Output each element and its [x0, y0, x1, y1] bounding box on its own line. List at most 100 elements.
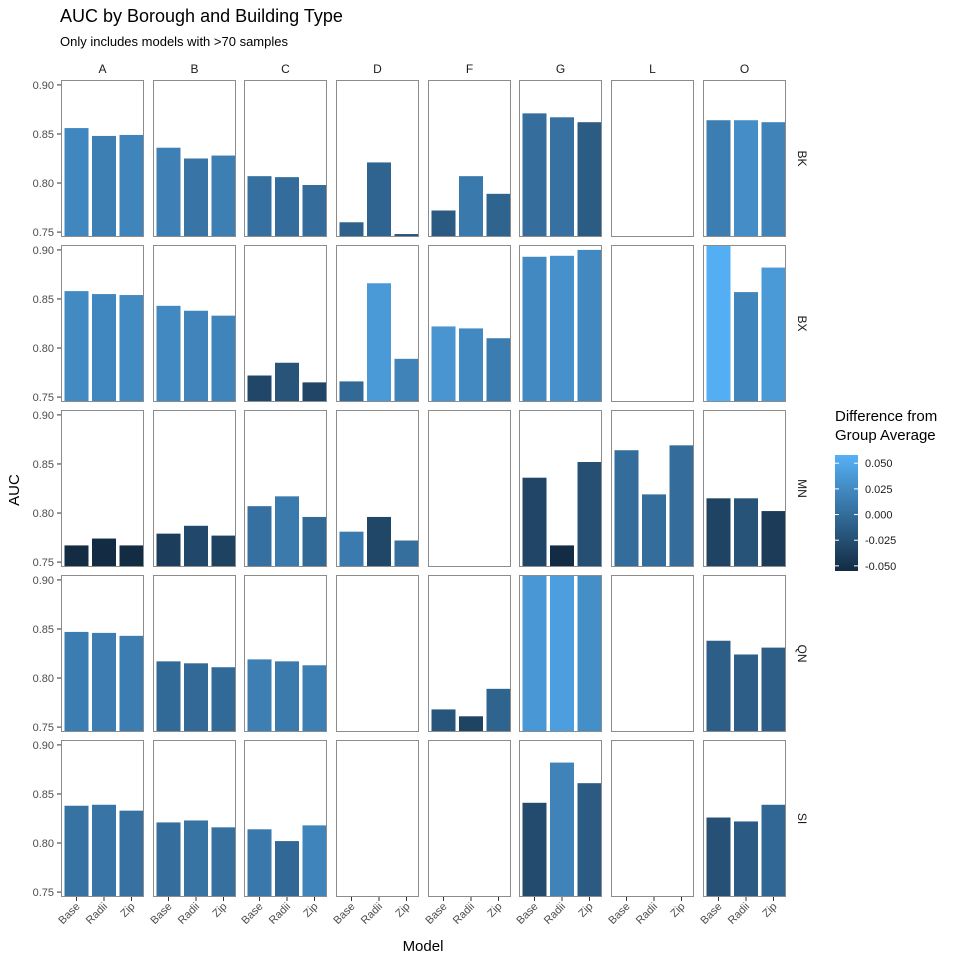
bar-radii	[184, 663, 208, 732]
panel-si-d	[336, 740, 419, 897]
panel-border	[519, 410, 602, 567]
panel-bx-g	[519, 245, 602, 402]
panel-bx-a	[61, 245, 144, 402]
panel-background	[611, 575, 694, 732]
panel-si-l	[611, 740, 694, 897]
bar-zip	[119, 545, 144, 567]
bar-zip	[394, 540, 419, 567]
panel-bk-d	[336, 80, 419, 237]
panel-si-a	[61, 740, 144, 897]
x-tick-label-zip: Zip	[393, 901, 412, 920]
y-tick-label: 0.80	[33, 838, 54, 850]
panel-border	[519, 80, 602, 237]
panel-border	[428, 80, 511, 237]
panel-si-b	[153, 740, 236, 897]
panel-bx-d	[336, 245, 419, 402]
y-tick-label: 0.80	[33, 673, 54, 685]
panel-bx-f	[428, 245, 511, 402]
y-tick-label: 0.85	[33, 789, 54, 801]
x-tick-label-radii: Radii	[726, 901, 752, 927]
legend-tick-label: -0.050	[865, 561, 896, 573]
x-tick-label-zip: Zip	[118, 901, 137, 920]
panel-border	[61, 245, 144, 402]
bar-radii	[459, 176, 483, 237]
row-strip-label-bx: BX	[795, 315, 809, 331]
panel-bk-o	[703, 80, 786, 237]
x-tick-label-radii: Radii	[451, 901, 477, 927]
bar-base	[706, 817, 731, 897]
bar-zip	[761, 647, 786, 732]
column-strip-label-l: L	[649, 62, 656, 76]
bar-zip	[486, 193, 511, 237]
panel-qn-c	[244, 575, 327, 732]
bar-radii	[184, 310, 208, 402]
x-tick-label-base: Base	[148, 901, 174, 927]
y-axis-title: AUC	[6, 474, 23, 506]
bar-radii	[275, 177, 299, 237]
panel-background	[428, 740, 511, 897]
panel-bx-o	[703, 245, 786, 402]
bar-radii	[184, 158, 208, 237]
legend-title-line-2: Group Average	[835, 427, 936, 444]
y-tick-label: 0.75	[33, 557, 54, 569]
bar-zip	[761, 511, 786, 567]
row-strip-label-qn: QN	[795, 645, 809, 663]
panel-border	[703, 575, 786, 732]
y-tick-label: 0.90	[33, 245, 54, 257]
bar-radii	[459, 716, 483, 732]
legend-tick-label: -0.025	[865, 535, 896, 547]
bar-zip	[577, 249, 602, 402]
panel-mn-g	[519, 410, 602, 567]
x-tick-label-base: Base	[239, 901, 265, 927]
column-strip-label-c: C	[281, 62, 290, 76]
bar-base	[522, 113, 547, 237]
panel-si-c	[244, 740, 327, 897]
legend-color-bar	[835, 455, 858, 571]
bar-base	[156, 661, 181, 732]
bar-radii	[184, 525, 208, 567]
y-tick-label: 0.85	[33, 294, 54, 306]
panel-background	[336, 575, 419, 732]
bar-base	[247, 176, 272, 237]
panel-background	[611, 740, 694, 897]
bar-zip	[577, 783, 602, 897]
panel-mn-c	[244, 410, 327, 567]
bar-zip	[302, 382, 327, 402]
panel-si-f	[428, 740, 511, 897]
bar-zip	[761, 804, 786, 897]
panel-border	[61, 80, 144, 237]
bar-base	[706, 245, 731, 402]
panel-border	[244, 575, 327, 732]
bar-base	[339, 381, 364, 402]
bar-radii	[184, 820, 208, 897]
panel-background	[611, 80, 694, 237]
bar-zip	[211, 155, 236, 237]
legend: Difference from Group Average 0.050 0.025…	[835, 408, 937, 573]
bar-zip	[119, 810, 144, 897]
bar-radii	[275, 841, 299, 897]
y-tick-label: 0.85	[33, 624, 54, 636]
bar-zip	[302, 665, 327, 732]
panel-border	[61, 740, 144, 897]
panel-bx-c	[244, 245, 327, 402]
panel-border	[244, 740, 327, 897]
column-strip-label-d: D	[373, 62, 382, 76]
panel-bx-b	[153, 245, 236, 402]
bar-radii	[734, 292, 758, 402]
y-tick-label: 0.75	[33, 887, 54, 899]
bar-base	[339, 531, 364, 567]
x-tick-label-radii: Radii	[634, 901, 660, 927]
row-strip-label-bk: BK	[795, 150, 809, 166]
panel-background	[611, 245, 694, 402]
bar-zip	[577, 575, 602, 732]
panel-border	[244, 80, 327, 237]
panel-border	[153, 80, 236, 237]
panel-bx-l	[611, 245, 694, 402]
panel-border	[703, 245, 786, 402]
bar-zip	[119, 134, 144, 237]
x-tick-label-base: Base	[56, 901, 82, 927]
panel-mn-a	[61, 410, 144, 567]
panel-mn-f	[428, 410, 511, 567]
bar-radii	[92, 135, 116, 237]
panel-border	[611, 410, 694, 567]
